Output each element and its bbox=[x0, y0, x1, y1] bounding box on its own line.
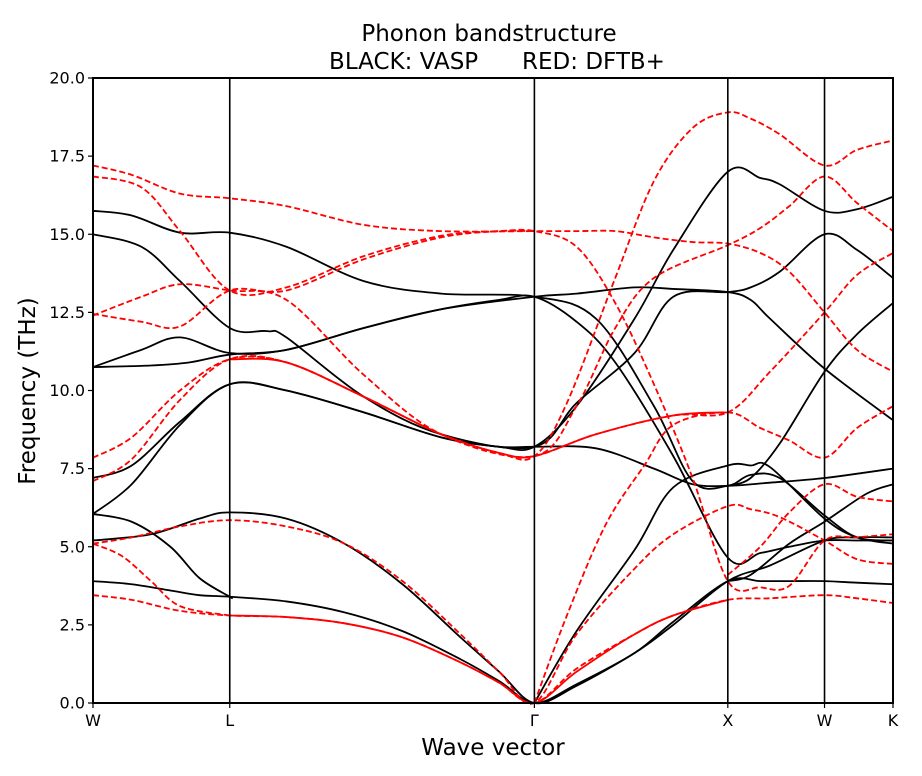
x-tick-label: X bbox=[722, 711, 733, 730]
y-axis-ticks: 0.0 2.5 5.0 7.5 10.0 12.5 15.0 17.5 20.0 bbox=[49, 69, 93, 713]
band-line-16 bbox=[533, 405, 894, 704]
band-line-13 bbox=[229, 599, 729, 704]
plot-frame bbox=[92, 77, 894, 704]
y-tick-label: 10.0 bbox=[49, 381, 85, 400]
band-line-17 bbox=[727, 483, 894, 576]
y-tick-label: 0.0 bbox=[60, 694, 85, 713]
x-tick-label: W bbox=[85, 711, 101, 730]
band-line-23 bbox=[92, 175, 894, 592]
y-axis-label: Frequency (THz) bbox=[15, 297, 41, 485]
band-line-4 bbox=[727, 483, 894, 583]
y-tick-label: 7.5 bbox=[60, 459, 85, 478]
band-line-11 bbox=[727, 302, 894, 487]
chart-title: Phonon bandstructure bbox=[361, 21, 616, 47]
x-axis-label: Wave vector bbox=[421, 735, 565, 761]
y-tick-label: 15.0 bbox=[49, 225, 85, 244]
band-line-1 bbox=[92, 511, 894, 705]
y-tick-label: 12.5 bbox=[49, 303, 85, 322]
band-line-20 bbox=[92, 111, 894, 461]
band-line-5 bbox=[92, 381, 894, 515]
band-line-8 bbox=[92, 286, 894, 421]
band-line-14 bbox=[92, 503, 894, 705]
y-tick-label: 2.5 bbox=[60, 615, 85, 634]
band-line-24 bbox=[92, 164, 535, 233]
band-line-3 bbox=[533, 461, 894, 704]
band-line-9 bbox=[92, 232, 894, 450]
band-line-10 bbox=[92, 209, 894, 542]
band-line-7 bbox=[92, 294, 893, 565]
chart-subtitle: BLACK: VASP RED: DFTB+ bbox=[329, 49, 665, 75]
band-line-2 bbox=[92, 513, 233, 600]
x-tick-label: W bbox=[817, 711, 833, 730]
y-tick-label: 17.5 bbox=[49, 147, 85, 166]
band-line-12 bbox=[92, 594, 894, 704]
x-tick-label: L bbox=[225, 711, 234, 730]
bands-group bbox=[92, 111, 894, 705]
x-tick-label: Γ bbox=[530, 711, 539, 730]
y-tick-label: 5.0 bbox=[60, 537, 85, 556]
y-tick-label: 20.0 bbox=[49, 69, 85, 88]
band-line-22 bbox=[92, 175, 894, 458]
high-symmetry-lines bbox=[228, 78, 826, 703]
band-line-0 bbox=[92, 577, 894, 704]
band-line-15 bbox=[92, 542, 230, 617]
x-tick-label: K bbox=[888, 711, 899, 730]
